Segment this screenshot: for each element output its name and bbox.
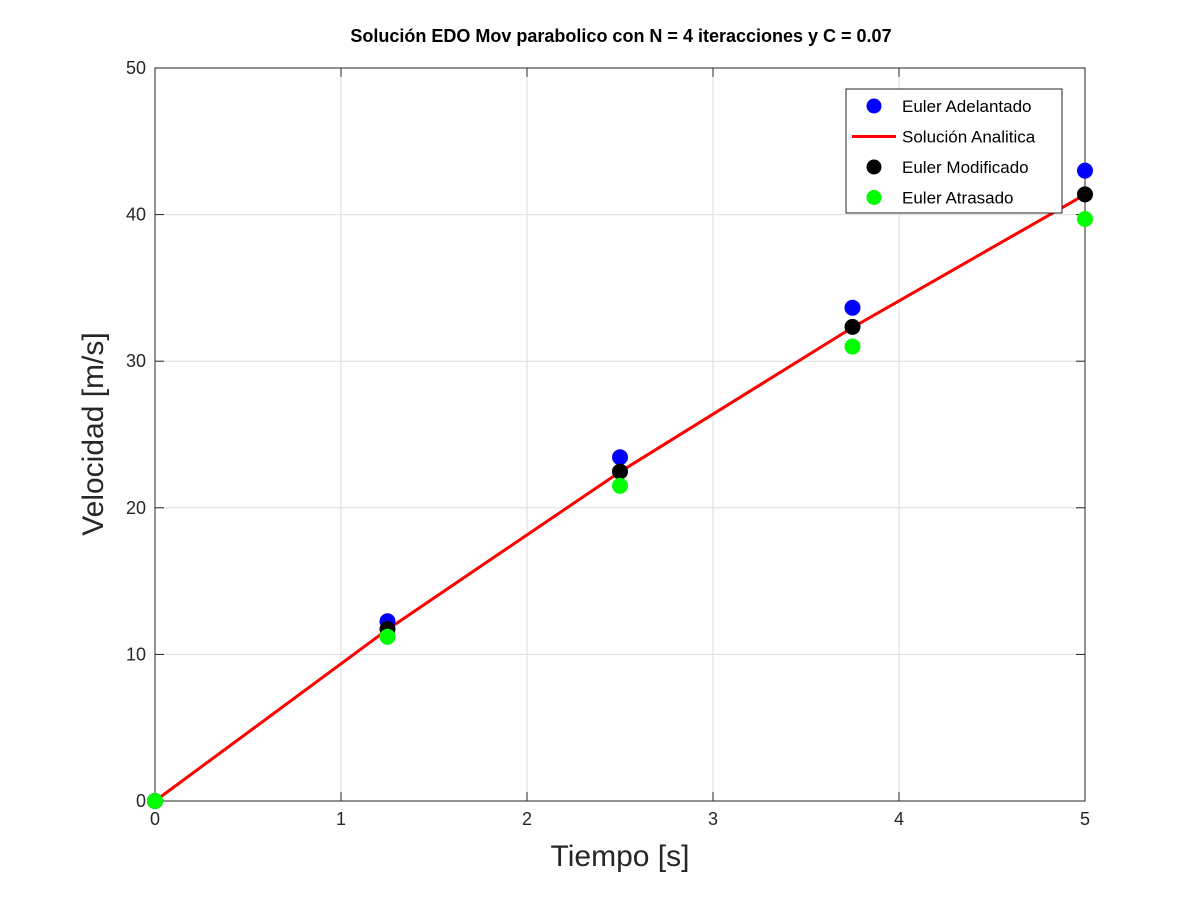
- point-euler-modificado: [612, 463, 628, 480]
- x-axis-label: Tiempo [s]: [551, 840, 690, 873]
- x-tick-label: 3: [708, 809, 718, 829]
- chart-title: Solución EDO Mov parabolico con N = 4 it…: [350, 26, 891, 46]
- y-tick-label: 10: [126, 644, 146, 664]
- legend-label-solucion-analitica: Solución Analitica: [902, 128, 1036, 147]
- point-euler-atrasado: [612, 477, 628, 494]
- legend-label-euler-adelantado: Euler Adelantado: [902, 97, 1032, 116]
- x-tick-label: 2: [522, 809, 532, 829]
- y-tick-label: 40: [126, 205, 146, 225]
- x-tick-label: 4: [894, 809, 904, 829]
- y-tick-label: 0: [136, 791, 146, 811]
- legend-label-euler-modificado: Euler Modificado: [902, 158, 1029, 177]
- point-euler-adelantado: [1077, 162, 1093, 179]
- point-euler-atrasado: [844, 338, 861, 355]
- axes: [154, 67, 1086, 802]
- y-tick-label: 20: [126, 498, 146, 518]
- point-euler-adelantado: [844, 299, 861, 316]
- y-tick-label: 30: [126, 351, 146, 371]
- point-euler-modificado: [1077, 186, 1093, 203]
- axes-box: [154, 67, 1086, 802]
- point-euler-atrasado: [147, 793, 163, 809]
- legend-box: [845, 88, 1063, 214]
- legend-swatch-euler-modificado: [866, 159, 882, 175]
- point-euler-atrasado: [379, 628, 396, 645]
- point-euler-atrasado: [1077, 210, 1093, 227]
- y-tick-label: 50: [126, 58, 146, 78]
- legend-label-euler-atrasado: Euler Atrasado: [902, 189, 1014, 208]
- x-tick-label: 0: [150, 809, 160, 829]
- legend-swatch-euler-atrasado: [866, 190, 882, 205]
- y-axis-label: Velocidad [m/s]: [77, 332, 110, 535]
- legend-swatch-euler-adelantado: [866, 98, 882, 114]
- point-euler-modificado: [844, 318, 861, 335]
- series-layer: [147, 162, 1093, 809]
- point-euler-adelantado: [612, 449, 628, 466]
- x-tick-label: 1: [336, 809, 346, 829]
- legend: Euler Adelantado Solución Analitica Euler …: [845, 88, 1063, 214]
- x-tick-label: 5: [1080, 809, 1090, 829]
